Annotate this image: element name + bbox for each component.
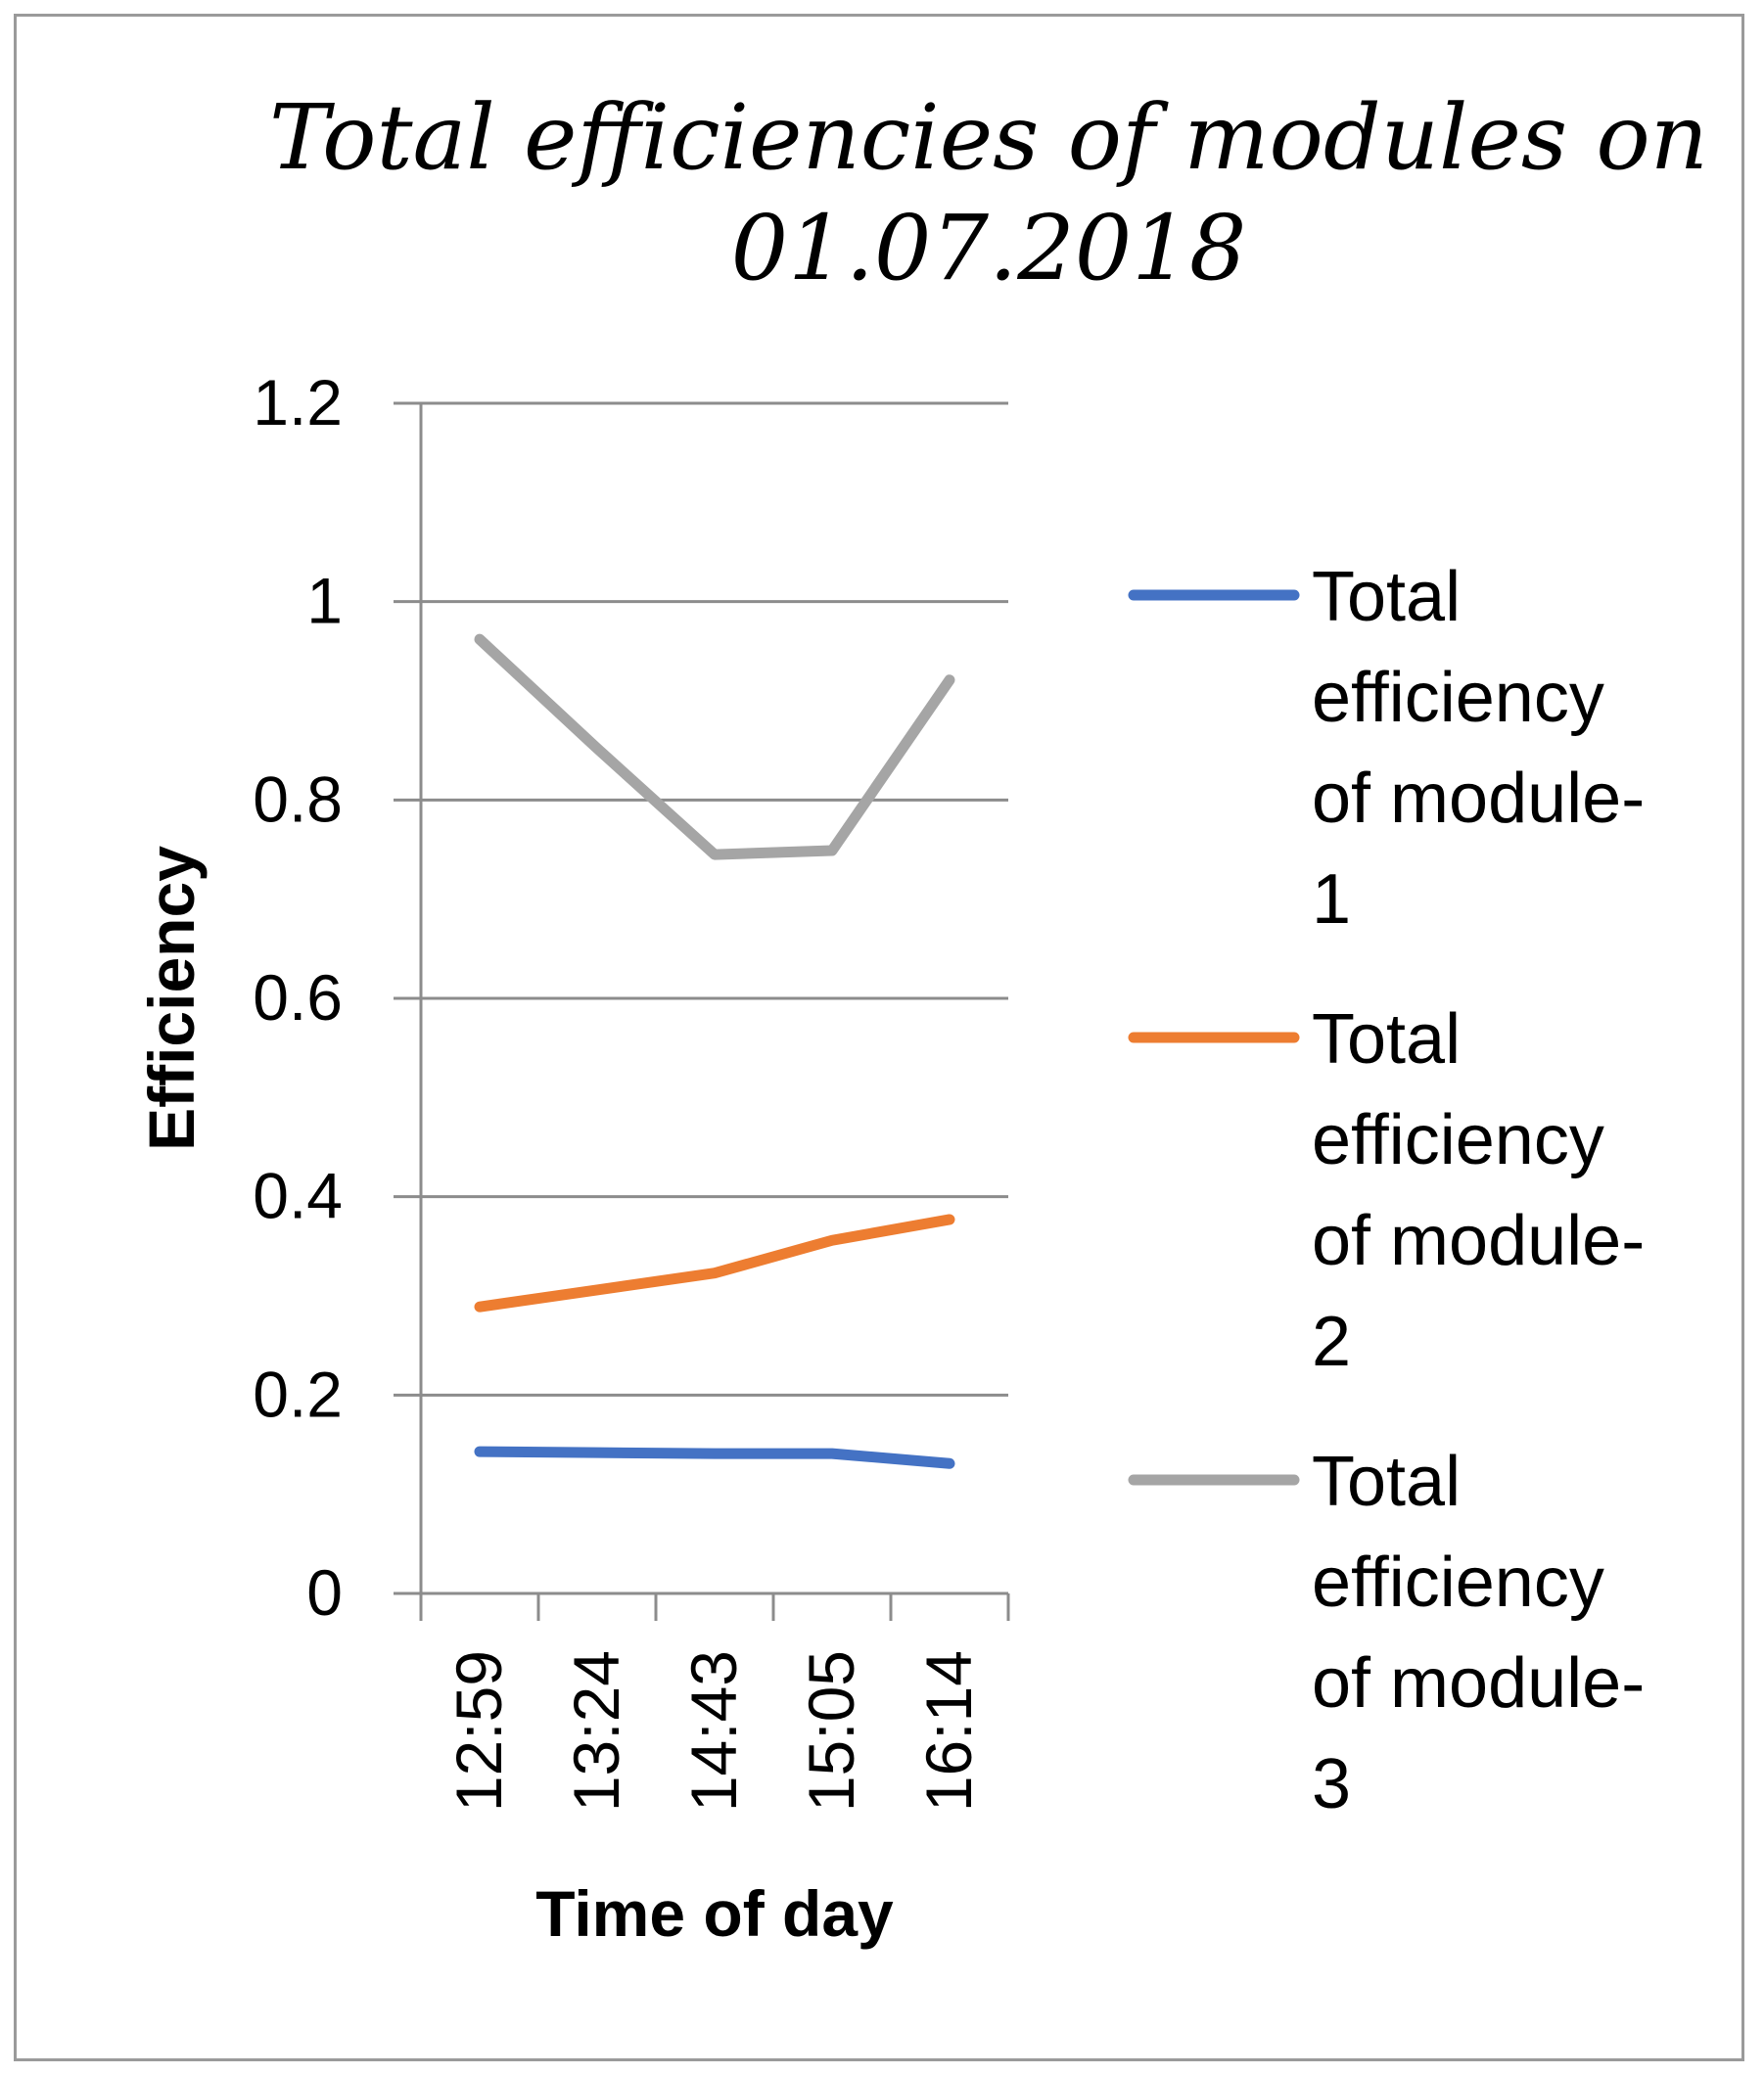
legend-label-line: of module- [1312,760,1645,838]
chart-frame [14,14,1744,2061]
legend-label-line: 1 [1312,860,1351,939]
y-tick-label: 0.4 [253,1160,343,1232]
y-tick-label: 1.2 [253,366,343,438]
legend-label-line: Total [1312,1443,1461,1521]
legend-label-line: Total [1312,1000,1461,1079]
y-tick-label: 0.8 [253,762,343,835]
legend-entry-module-2: Total efficiency of module- 2 [1128,1000,1645,1381]
chart-title-line-1: Total efficiencies of modules on [269,85,1708,190]
legend-entry-module-1: Total efficiency of module- 1 [1128,558,1645,939]
legend-entry-module-3: Total efficiency of module- 3 [1128,1443,1645,1823]
y-axis-title: Efficiency [135,846,208,1151]
legend-label-line: 2 [1312,1303,1351,1381]
legend: Total efficiency of module- 1 Total efficienc… [1128,558,1645,1823]
x-tick-label: 15:05 [795,1650,867,1812]
y-tick-label: 0 [306,1556,343,1629]
legend-label-line: Total [1312,558,1461,636]
series-lines [474,633,955,1469]
x-axis-title: Time of day [535,1877,894,1950]
y-tick-label: 1 [306,565,343,637]
series-line-module-1 [474,1446,955,1469]
chart-title-line-2: 01.07.2018 [731,196,1247,300]
series-line-module-3 [474,633,955,860]
legend-label-line: of module- [1312,1202,1645,1280]
x-tick-label: 12:59 [442,1650,515,1812]
axes [419,403,1010,1621]
legend-label-line: of module- [1312,1644,1645,1723]
y-tick-label: 0.2 [253,1358,343,1430]
y-tick-label: 0.6 [253,961,343,1034]
legend-label-line: efficiency [1312,1101,1604,1179]
x-tick-label: 16:14 [912,1650,985,1812]
gridlines [394,401,1008,1595]
tick-labels: 0 0.2 0.4 0.6 0.8 1 1.2 12:59 13:24 14:43 15:05 16:… [253,366,985,1812]
legend-label-line: efficiency [1312,659,1604,737]
x-tick-label: 13:24 [560,1650,632,1812]
x-tick-label: 14:43 [677,1650,750,1812]
legend-label-line: efficiency [1312,1544,1604,1622]
series-line-module-2 [474,1214,955,1313]
legend-label-line: 3 [1312,1745,1351,1823]
